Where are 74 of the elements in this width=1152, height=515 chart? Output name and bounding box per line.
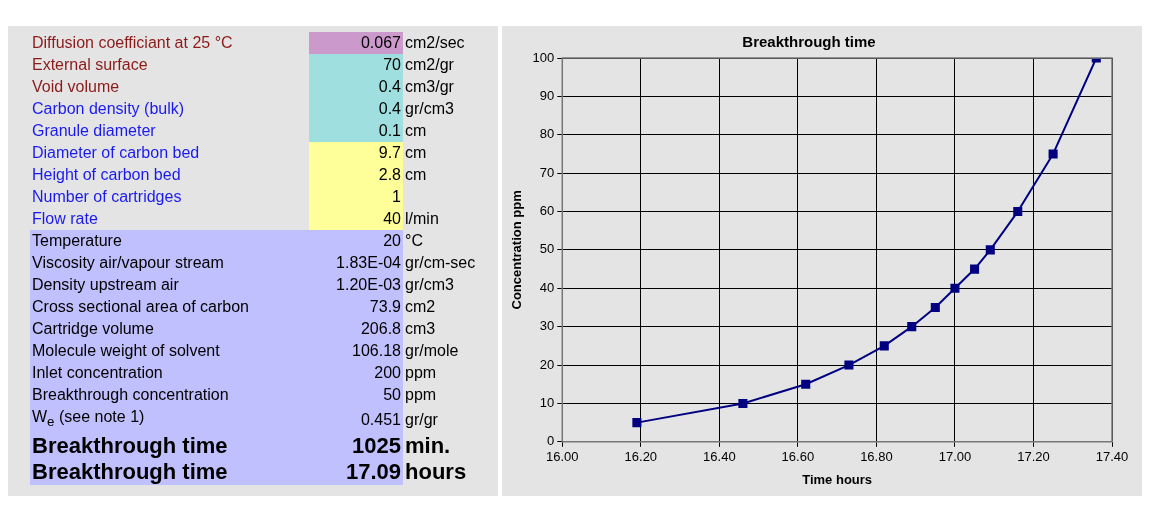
- text: 0.451 gr/gr: [359, 409, 439, 430]
- y-tick-label: 40: [539, 279, 555, 295]
- text: 17.09 hours: [344, 459, 468, 486]
- text: Temperature: [30, 230, 309, 252]
- text: 40 l/min: [382, 209, 440, 229]
- point: [738, 398, 748, 408]
- text: External surface: [30, 54, 309, 76]
- text: Number of cartridges: [30, 186, 309, 208]
- text: 73.9 cm2: [368, 297, 437, 317]
- text: 1025 min.: [351, 433, 452, 460]
- y-axis-title: Concentration ppm: [509, 190, 525, 310]
- text: 9.7 cm: [377, 143, 428, 163]
- point: [907, 322, 917, 332]
- x-tick-label: 16.00: [546, 449, 579, 465]
- text: Breakthrough time: [30, 433, 309, 460]
- y-tick-label: 80: [539, 126, 555, 142]
- y-tick-label: 50: [539, 241, 555, 257]
- text: Molecule weight of solvent: [30, 340, 309, 362]
- y-tick-label: 60: [539, 203, 555, 219]
- point: [1013, 206, 1023, 217]
- point: [970, 264, 980, 274]
- text: Cartridge volume: [30, 318, 309, 340]
- text: Diffusion coefficiant at 25 °C: [30, 32, 309, 54]
- y-tick-label: 10: [539, 395, 555, 410]
- text: 0.4 gr/cm3: [377, 99, 455, 119]
- x-tick-label: 17.20: [1017, 449, 1050, 465]
- text: Inlet concentration: [30, 362, 309, 384]
- text: 106.18 gr/mole: [351, 341, 460, 361]
- text: Carbon density (bulk): [30, 98, 309, 120]
- y-tick-label: 20: [539, 356, 555, 372]
- text: 0.067 cm2/sec: [359, 33, 466, 53]
- y-tick-label: 100: [532, 49, 555, 65]
- text: 50 ppm: [382, 385, 438, 405]
- text: W$_{e}$ (see note 1): [30, 406, 309, 434]
- x-tick-label: 16.20: [624, 449, 658, 465]
- text: 0.4 cm3/gr: [377, 77, 455, 97]
- point: [985, 245, 995, 255]
- x-tick-label: 16.60: [781, 449, 815, 465]
- y-tick-label: 90: [539, 87, 555, 103]
- text: 200 ppm: [373, 363, 438, 383]
- text: Flow rate: [30, 208, 309, 230]
- text: Granule diameter: [30, 120, 309, 142]
- x-axis-title: Time hours: [802, 471, 873, 487]
- point: [950, 283, 960, 293]
- text: 1: [309, 186, 403, 208]
- text: 0.1 cm: [377, 121, 428, 141]
- text: Breakthrough concentration: [30, 384, 309, 406]
- point: [632, 418, 642, 428]
- text: 20 °C: [382, 231, 424, 251]
- text: 70 cm2/gr: [382, 55, 455, 75]
- text: Void volume: [30, 76, 309, 98]
- text: Breakthrough time: [30, 459, 309, 486]
- y-tick-label: 70: [539, 164, 555, 180]
- text: Density upstream air: [30, 274, 309, 296]
- text: Diameter of carbon bed: [30, 142, 309, 164]
- y-tick-label: 30: [539, 318, 555, 334]
- text: Viscosity air/vapour stream: [30, 252, 309, 274]
- y-tick-label: 0: [547, 433, 555, 449]
- text: 206.8 cm3: [359, 319, 437, 339]
- point: [930, 302, 940, 313]
- text: Cross sectional area of carbon: [30, 296, 309, 318]
- text: 1.83E-04 gr/cm-sec: [335, 253, 477, 273]
- x-tick-label: 17.00: [938, 449, 972, 465]
- text: 2.8 cm: [377, 165, 428, 185]
- x-tick-label: 17.40: [1095, 449, 1129, 465]
- point: [1048, 149, 1058, 159]
- chart-title: Breakthrough time: [742, 33, 876, 51]
- text: 1.20E-03 gr/cm3: [335, 275, 455, 295]
- point: [801, 379, 811, 389]
- x-tick-label: 16.80: [860, 449, 893, 465]
- text: Height of carbon bed: [30, 164, 309, 186]
- point: [879, 341, 889, 351]
- x-tick-label: 16.40: [703, 449, 736, 465]
- point: [844, 360, 854, 370]
